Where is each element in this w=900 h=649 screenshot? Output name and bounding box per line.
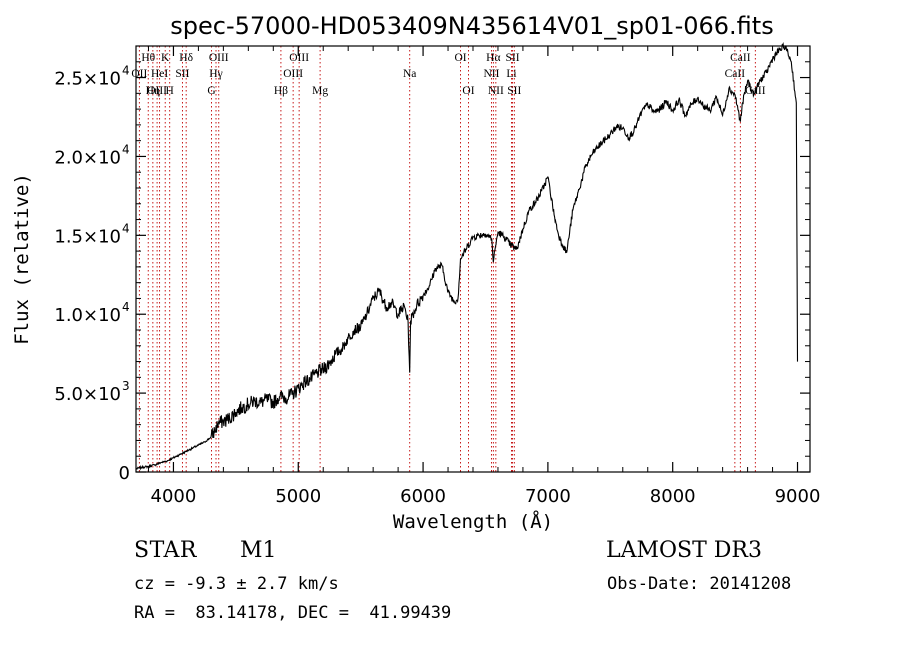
line-label: Hδ [179, 52, 193, 64]
redshift-cz: cz = -9.3 ± 2.7 km/s [134, 574, 339, 594]
line-label: OII [131, 68, 147, 80]
line-label: G [207, 85, 215, 97]
plot-frame [135, 45, 811, 473]
y-tick-label: 1.0×10 [54, 305, 121, 326]
line-label: OIII [283, 68, 303, 80]
line-label: SII [506, 52, 520, 64]
line-label: Mg [312, 85, 328, 97]
line-label: SII [507, 85, 521, 97]
x-axis: 4000 5000 6000 7000 8000 9000 [147, 46, 821, 507]
line-label: Hβ [274, 85, 288, 97]
y-tick-label: 2.5×10 [54, 69, 121, 90]
line-label: OIII [209, 52, 229, 64]
spectrum-series-flux [135, 42, 799, 471]
x-tick-label: 7000 [525, 486, 571, 507]
y-axis: 05.0×10 31.0×10 41.5×10 42.0×10 42.5×10 4 [54, 45, 810, 484]
survey-name: LAMOST DR3 [606, 538, 762, 563]
chart-title: spec-57000-HD053409N435614V01_sp01-066.f… [170, 12, 773, 40]
line-label: Hγ [209, 68, 222, 80]
x-tick-label: 9000 [775, 486, 821, 507]
line-label: CaII [725, 68, 746, 80]
emission-lines-layer [138, 46, 756, 472]
y-tick-exponent: 4 [122, 142, 130, 156]
line-label: NII [483, 68, 499, 80]
line-label: OI [462, 85, 474, 97]
x-tick-label: 5000 [275, 486, 321, 507]
y-tick-exponent: 4 [122, 300, 130, 314]
line-label: H [166, 85, 174, 97]
line-label: Li [506, 68, 516, 80]
y-tick-exponent: 4 [122, 221, 130, 235]
line-label: OIII [147, 85, 167, 97]
x-tick-label: 6000 [400, 486, 446, 507]
line-label: OI [454, 52, 466, 64]
line-label: OIII [289, 52, 309, 64]
y-tick-label: 0 [119, 463, 130, 484]
line-label: Hθ [141, 52, 155, 64]
y-tick-label: 1.5×10 [54, 226, 121, 247]
y-tick-label: 2.0×10 [54, 147, 121, 168]
object-class: STAR [134, 538, 197, 563]
line-label: HeI [151, 68, 168, 80]
line-label: Hα [486, 52, 500, 64]
line-label: SII [175, 68, 189, 80]
line-label: Hη [146, 85, 160, 97]
y-tick-exponent: 3 [122, 379, 130, 393]
line-label: K [161, 52, 170, 64]
object-subclass: M1 [240, 538, 277, 563]
coordinates: RA = 83.14178, DEC = 41.99439 [134, 603, 452, 623]
y-tick-label: 5.0×10 [54, 384, 121, 405]
line-label: CaII [730, 52, 751, 64]
x-tick-label: 4000 [151, 486, 197, 507]
line-label: NII [488, 85, 504, 97]
obs-date: Obs-Date: 20141208 [607, 574, 792, 594]
line-label: Na [403, 68, 416, 80]
x-tick-label: 8000 [650, 486, 696, 507]
x-axis-label: Wavelength (Å) [393, 510, 553, 533]
y-axis-label: Flux (relative) [11, 173, 33, 345]
y-tick-exponent: 4 [122, 64, 130, 78]
